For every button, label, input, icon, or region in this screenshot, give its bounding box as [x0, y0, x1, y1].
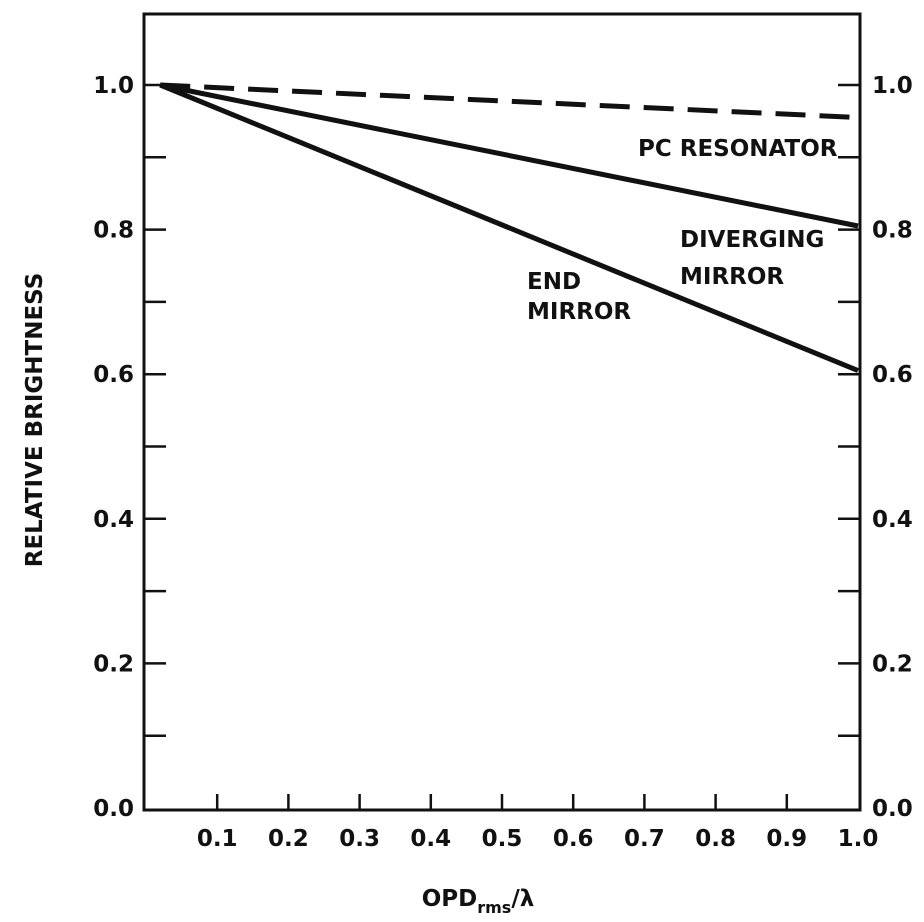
y-tick-label-left: 0.0 — [93, 796, 134, 822]
x-ticks: 0.1 0.2 0.3 0.4 0.5 0.6 0.7 0.8 0.9 1.0 — [197, 794, 879, 852]
y-tick-label-left: 1.0 — [93, 73, 134, 99]
y-tick-label-left: 0.4 — [93, 507, 134, 533]
y-tick-label-left: 0.2 — [93, 651, 134, 677]
y-tick-label-right: 1.0 — [872, 73, 913, 99]
series-line-1 — [160, 82, 859, 120]
x-tick-label: 1.0 — [838, 826, 879, 852]
annotation-diverging: DIVERGING — [680, 227, 824, 253]
annotation-end-mirror: MIRROR — [527, 299, 631, 325]
x-axis-title-main: OPD — [422, 886, 478, 912]
series-line-3 — [159, 82, 859, 373]
y-tick-label-right: 0.4 — [872, 507, 913, 533]
y-tick-label-left: 0.8 — [93, 218, 134, 244]
plot-frame — [142, 12, 862, 812]
annotation-end: END — [527, 269, 581, 295]
x-tick-label: 0.6 — [553, 826, 594, 852]
x-tick-label: 0.8 — [695, 826, 736, 852]
x-axis-title-suffix: /λ — [511, 886, 534, 912]
y-tick-label-left: 0.6 — [93, 362, 134, 388]
x-tick-label: 0.9 — [766, 826, 807, 852]
x-tick-label: 0.7 — [624, 826, 665, 852]
y-tick-label-right: 0.8 — [872, 218, 913, 244]
y-tick-label-right: 0.6 — [872, 362, 913, 388]
series-lines — [159, 82, 859, 373]
x-tick-label: 0.3 — [339, 826, 380, 852]
annotation-diverging-mirror: MIRROR — [680, 264, 784, 290]
x-tick-label: 0.5 — [482, 826, 523, 852]
y-axis-title: RELATIVE BRIGHTNESS — [22, 273, 48, 568]
y-tick-label-right: 0.2 — [872, 651, 913, 677]
y-tick-label-right: 0.0 — [872, 796, 913, 822]
x-tick-label: 0.1 — [197, 826, 238, 852]
y-ticks: 0.0 0.0 0.2 0.2 0.4 0.4 0.6 0.6 0.8 0.8 1.0 1.0 — [93, 73, 913, 822]
x-tick-label: 0.2 — [268, 826, 309, 852]
annotation-pc-resonator: PC RESONATOR — [638, 136, 838, 162]
series-line-2 — [159, 82, 859, 229]
x-axis-title-subscript: rms — [477, 898, 511, 917]
x-axis-title: OPDrms/λ — [422, 886, 535, 917]
minor-ticks — [144, 156, 860, 737]
x-tick-label: 0.4 — [410, 826, 451, 852]
